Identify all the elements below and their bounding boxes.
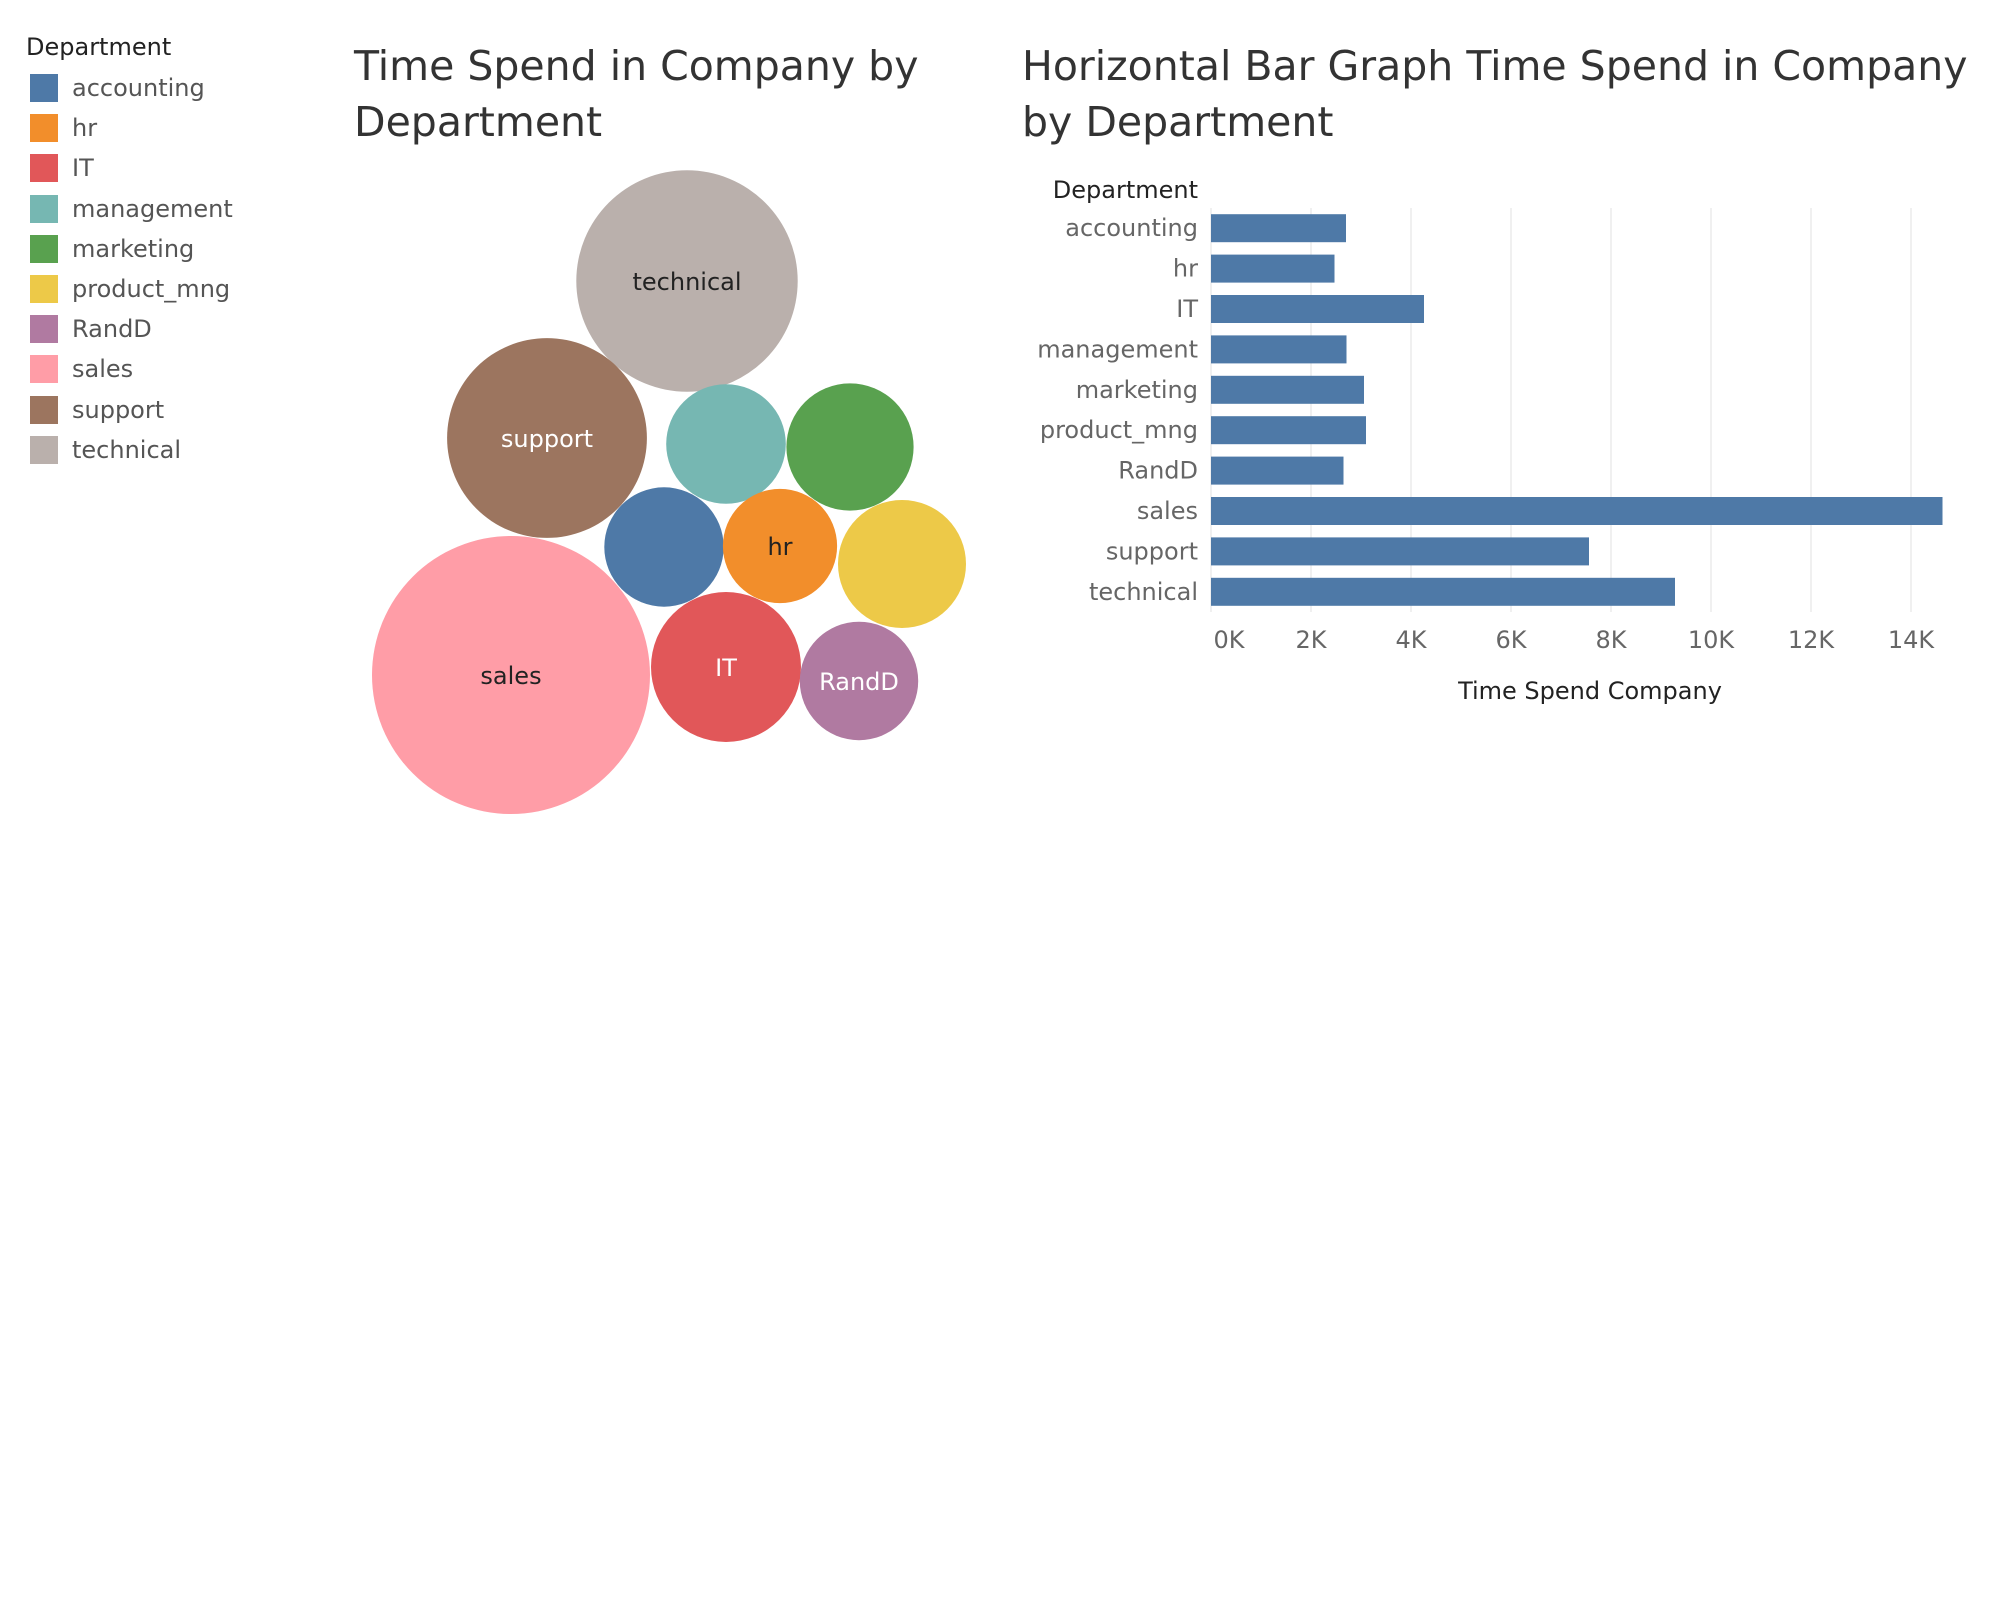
x-tick-label: 2K bbox=[1295, 626, 1327, 654]
legend-item-it[interactable]: IT bbox=[26, 148, 306, 188]
legend-swatch bbox=[30, 435, 58, 464]
legend-title: Department bbox=[26, 33, 172, 61]
legend-items: accounting hr IT management marketing product… bbox=[26, 68, 306, 470]
legend-label: IT bbox=[72, 154, 94, 183]
bubble-marketing[interactable] bbox=[786, 383, 914, 511]
bubble-label-it: IT bbox=[715, 654, 737, 682]
bubble-product_mng[interactable] bbox=[838, 500, 966, 628]
bubble-label-randd: RandD bbox=[819, 668, 899, 696]
x-tick-label: 12K bbox=[1788, 626, 1836, 654]
legend-swatch bbox=[30, 395, 58, 424]
legend-item-management[interactable]: management bbox=[26, 189, 306, 229]
bar-marketing[interactable] bbox=[1211, 375, 1364, 404]
legend-item-technical[interactable]: technical bbox=[26, 430, 306, 470]
y-axis-title: Department bbox=[1053, 176, 1198, 204]
legend-swatch bbox=[30, 114, 58, 143]
bubble-chart-title: Time Spend in Company by Department bbox=[354, 42, 919, 146]
bubble-management[interactable] bbox=[666, 384, 786, 504]
bar-randd[interactable] bbox=[1211, 456, 1344, 485]
legend-swatch bbox=[30, 315, 58, 344]
legend-item-support[interactable]: support bbox=[26, 390, 306, 430]
legend-item-product_mng[interactable]: product_mng bbox=[26, 269, 306, 309]
x-axis-title: Time Spend Company bbox=[1457, 677, 1722, 705]
category-label-accounting: accounting bbox=[1065, 214, 1198, 242]
bubble-it[interactable] bbox=[651, 592, 801, 742]
legend-item-accounting[interactable]: accounting bbox=[26, 68, 306, 108]
legend-item-sales[interactable]: sales bbox=[26, 349, 306, 389]
bar-it[interactable] bbox=[1211, 295, 1424, 323]
legend-label: hr bbox=[72, 114, 98, 143]
legend-item-randd[interactable]: RandD bbox=[26, 309, 306, 349]
legend-item-hr[interactable]: hr bbox=[26, 108, 306, 148]
category-label-hr: hr bbox=[1173, 255, 1198, 283]
legend-label: marketing bbox=[72, 234, 195, 263]
legend-item-marketing[interactable]: marketing bbox=[26, 229, 306, 269]
category-label-technical: technical bbox=[1089, 578, 1198, 606]
category-label-support: support bbox=[1106, 537, 1198, 565]
bubble-label-technical: technical bbox=[632, 268, 741, 296]
legend-swatch bbox=[30, 234, 58, 263]
bar-product_mng[interactable] bbox=[1211, 416, 1366, 445]
legend-swatch bbox=[30, 194, 58, 223]
bar-accounting[interactable] bbox=[1211, 214, 1346, 243]
color-legend: Department accounting hr IT management marke… bbox=[26, 32, 306, 470]
legend-swatch bbox=[30, 74, 58, 103]
bubble-label-sales: sales bbox=[480, 662, 541, 690]
x-tick-label: 8K bbox=[1595, 626, 1627, 654]
bar-hr[interactable] bbox=[1211, 254, 1335, 283]
legend-label: sales bbox=[72, 355, 134, 384]
bar-technical[interactable] bbox=[1211, 577, 1675, 606]
category-label-marketing: marketing bbox=[1076, 376, 1198, 404]
bar-support[interactable] bbox=[1211, 537, 1589, 566]
bubble-label-hr: hr bbox=[767, 533, 792, 561]
legend-label: support bbox=[72, 395, 165, 424]
bar-chart-title: Horizontal Bar Graph Time Spend in Compa… bbox=[1022, 42, 1968, 146]
bubble-technical[interactable] bbox=[576, 170, 798, 392]
bubble-hr[interactable] bbox=[722, 488, 838, 604]
bubble-accounting[interactable] bbox=[604, 487, 724, 607]
legend-label: accounting bbox=[72, 74, 205, 103]
legend-swatch bbox=[30, 275, 58, 304]
x-tick-label: 6K bbox=[1495, 626, 1527, 654]
x-tick-label: 0K bbox=[1213, 626, 1245, 654]
bubble-support[interactable] bbox=[447, 338, 647, 538]
x-tick-label: 14K bbox=[1888, 626, 1936, 654]
category-label-management: management bbox=[1037, 335, 1198, 363]
category-label-product_mng: product_mng bbox=[1040, 416, 1198, 444]
legend-label: management bbox=[72, 194, 233, 223]
category-label-randd: RandD bbox=[1118, 457, 1198, 485]
legend-swatch bbox=[30, 355, 58, 384]
legend-label: product_mng bbox=[72, 275, 231, 304]
bar-sales[interactable] bbox=[1211, 497, 1943, 525]
bubble-randd[interactable] bbox=[799, 621, 919, 741]
category-label-sales: sales bbox=[1137, 497, 1198, 525]
bubble-sales[interactable] bbox=[372, 536, 650, 814]
x-tick-label: 10K bbox=[1688, 626, 1736, 654]
x-tick-label: 4K bbox=[1395, 626, 1427, 654]
bar-management[interactable] bbox=[1211, 335, 1347, 364]
legend-label: technical bbox=[72, 435, 182, 464]
legend-label: RandD bbox=[72, 315, 152, 344]
legend-swatch bbox=[30, 154, 58, 183]
bubble-label-support: support bbox=[501, 425, 593, 453]
category-label-it: IT bbox=[1176, 295, 1198, 323]
